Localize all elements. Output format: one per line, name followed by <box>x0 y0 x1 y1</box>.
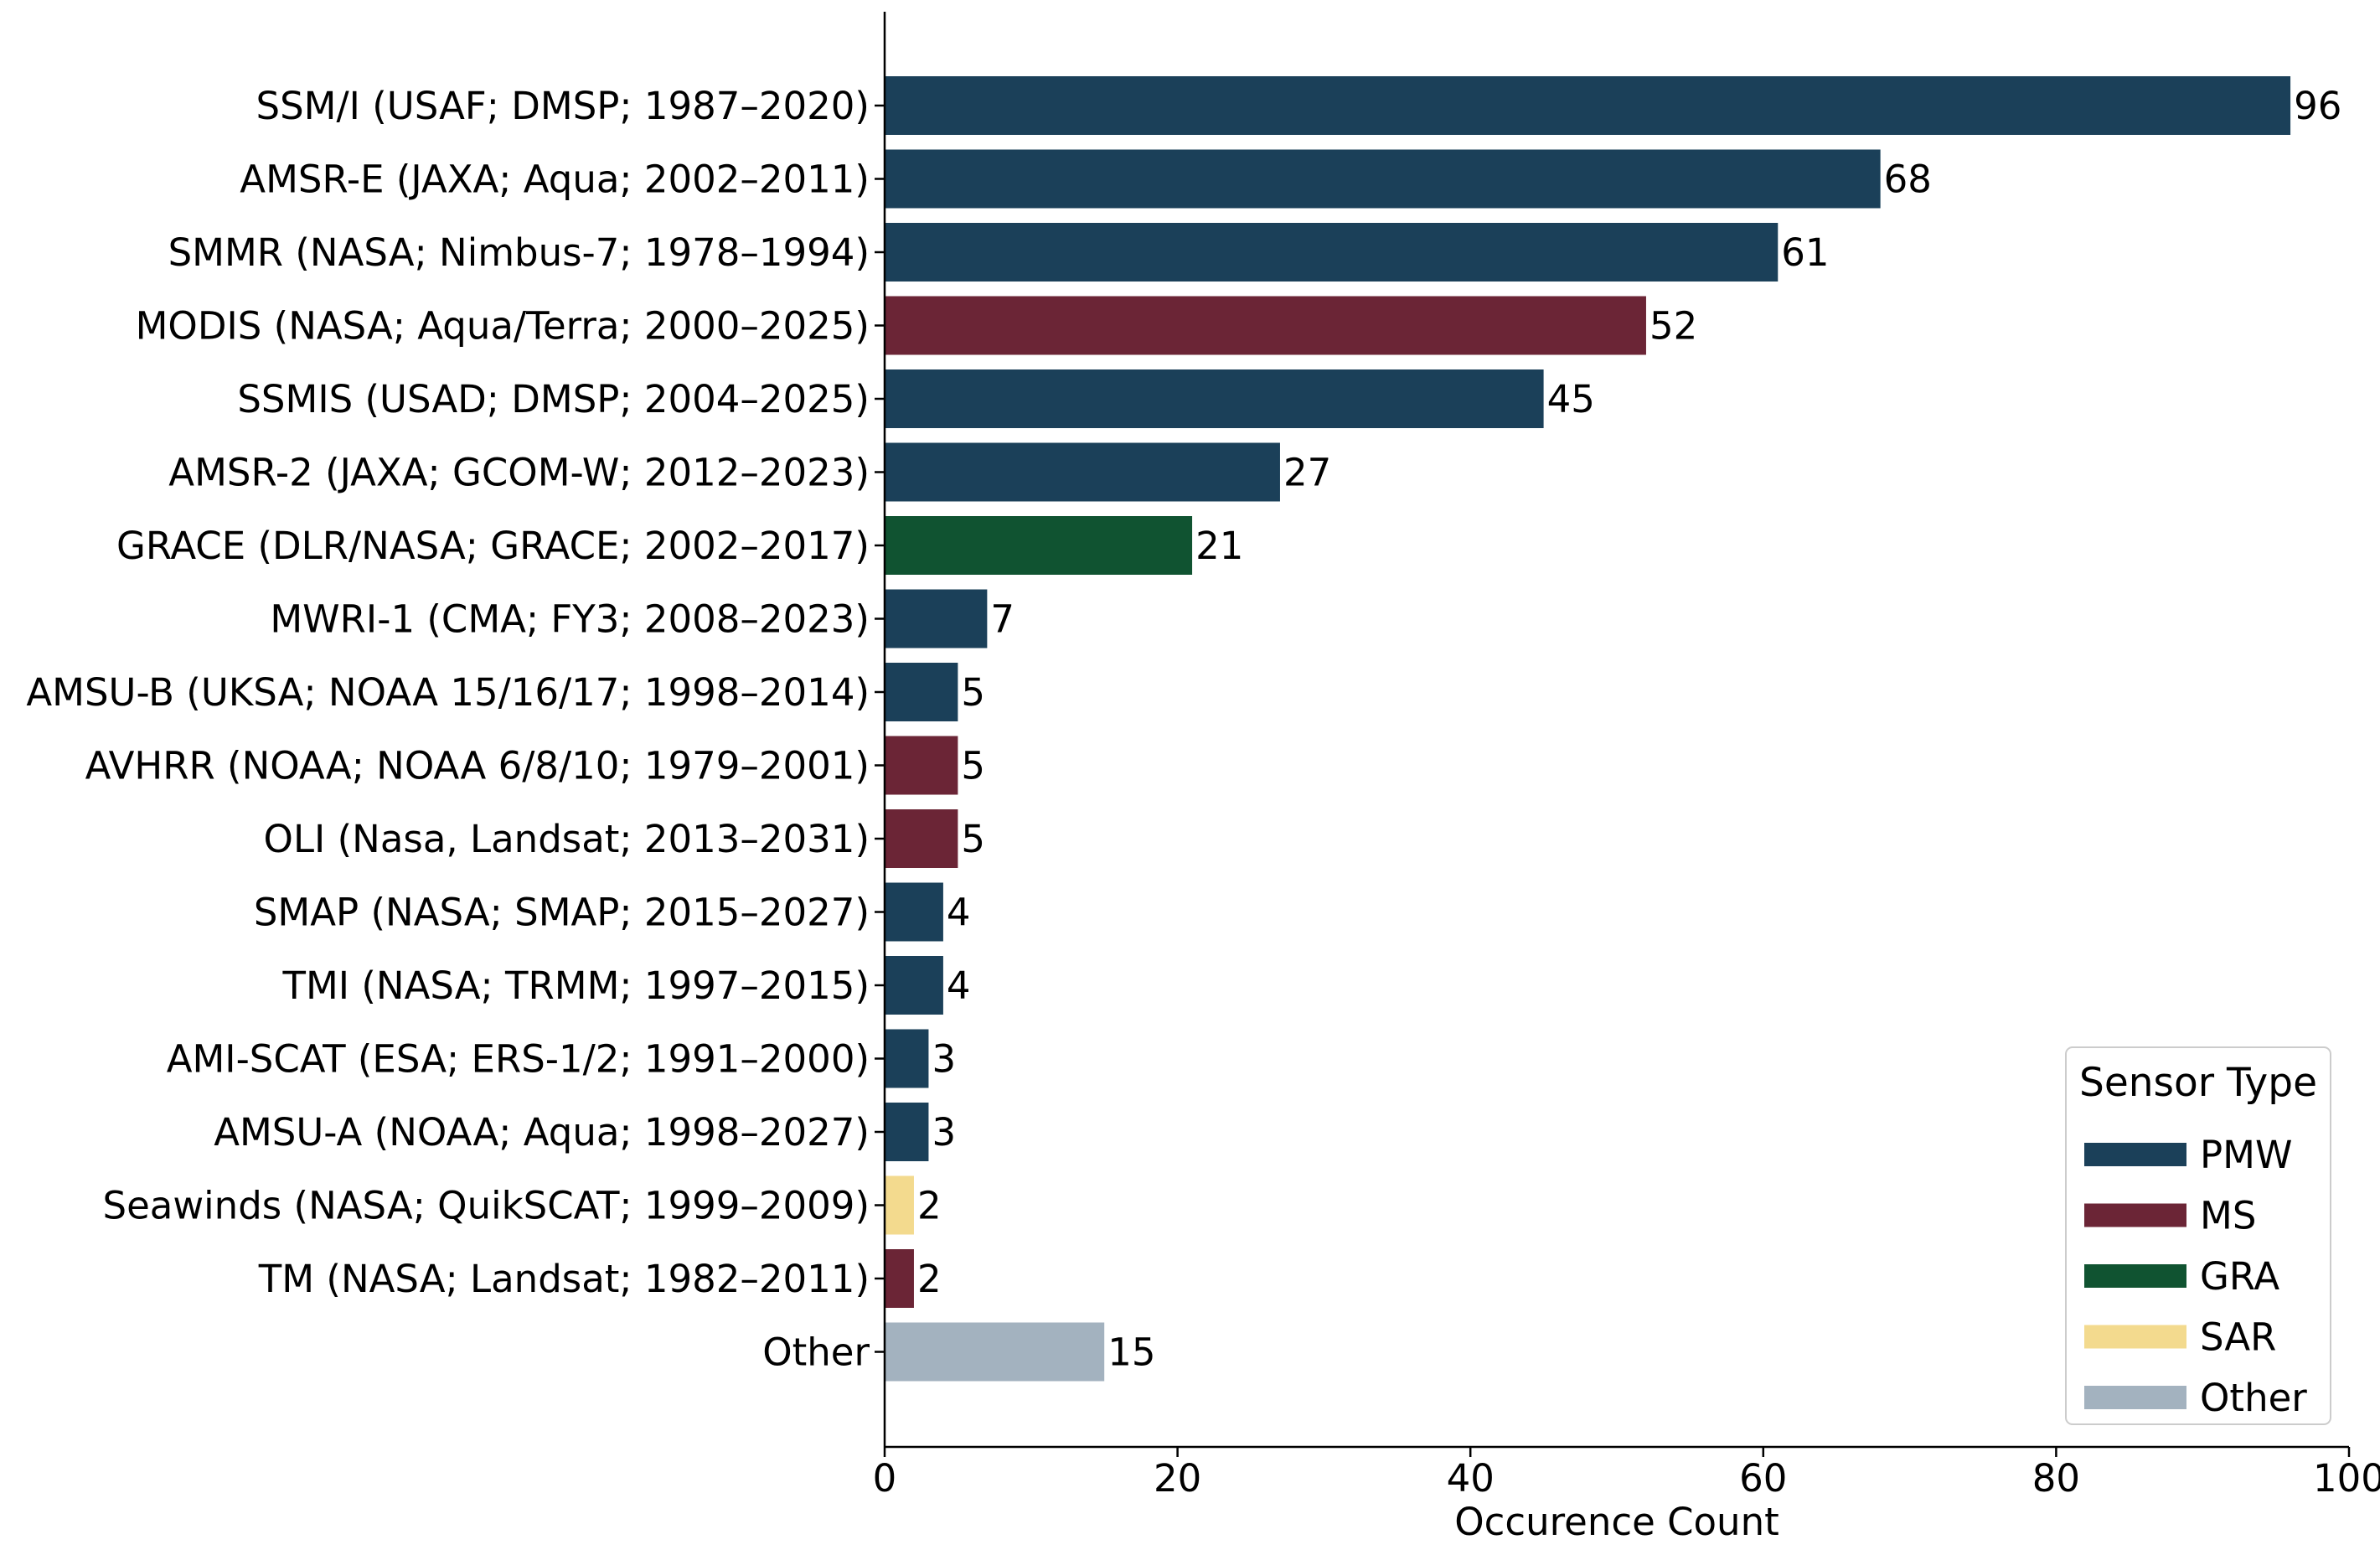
bar <box>885 223 1779 282</box>
bar-layer: 96 SSM/I (USAF; DMSP; 1987–2020) 68 AMSR-E … <box>26 76 2341 1382</box>
y-tick-label: SMAP (NASA; SMAP; 2015–2027) <box>254 891 870 935</box>
x-axis-title: Occurence Count <box>1454 1500 1779 1544</box>
y-tick-label: MWRI-1 (CMA; FY3; 2008–2023) <box>270 597 870 642</box>
bar <box>885 1322 1105 1382</box>
legend: Sensor Type PMW MS GRA SAR Other <box>2065 1046 2331 1425</box>
bar <box>885 442 1280 502</box>
legend-swatch <box>2084 1143 2186 1166</box>
bar <box>885 369 1544 428</box>
bar-value-label: 45 <box>1547 377 1595 421</box>
bar <box>885 516 1193 575</box>
y-tick-label: SMMR (NASA; Nimbus-7; 1978–1994) <box>168 230 870 275</box>
legend-label: SAR <box>2200 1315 2276 1360</box>
y-tick-label: TMI (NASA; TRMM; 1997–2015) <box>281 963 870 1008</box>
bar-value-label: 2 <box>917 1257 942 1301</box>
bar <box>885 809 958 868</box>
legend-title: Sensor Type <box>2079 1060 2317 1106</box>
legend-label: Other <box>2200 1376 2307 1420</box>
bar-value-label: 4 <box>947 963 971 1008</box>
x-tick-layer: 0 20 40 60 80 100 <box>873 1447 2380 1501</box>
x-tick-label: 100 <box>2313 1456 2380 1501</box>
legend-swatch <box>2084 1264 2186 1288</box>
bar-value-label: 21 <box>1195 524 1243 568</box>
bar <box>885 589 988 648</box>
x-tick-label: 20 <box>1154 1456 1201 1501</box>
y-tick-label: AMI-SCAT (ESA; ERS-1/2; 1991–2000) <box>167 1037 870 1082</box>
axes-layer <box>883 12 2349 1449</box>
bar <box>885 956 943 1015</box>
legend-swatch <box>2084 1386 2186 1409</box>
bar-value-label: 15 <box>1107 1330 1155 1375</box>
legend-label: GRA <box>2200 1254 2279 1299</box>
bar-value-label: 27 <box>1283 451 1331 495</box>
y-tick-label: SSMIS (USAD; DMSP; 2004–2025) <box>237 377 870 421</box>
bar <box>885 736 958 795</box>
y-tick-label: AMSU-A (NOAA; Aqua; 1998–2027) <box>214 1110 870 1155</box>
bar <box>885 149 1881 209</box>
y-tick-label: TM (NASA; Landsat; 1982–2011) <box>258 1257 870 1301</box>
bar <box>885 76 2291 135</box>
bar-value-label: 3 <box>932 1037 956 1082</box>
legend-swatch <box>2084 1325 2186 1349</box>
bar <box>885 1029 929 1088</box>
bar-value-label: 4 <box>947 891 971 935</box>
x-tick-label: 60 <box>1739 1456 1787 1501</box>
bar-value-label: 5 <box>961 744 985 788</box>
bar-value-label: 68 <box>1884 158 1932 202</box>
bar <box>885 1103 929 1161</box>
y-tick-label: MODIS (NASA; Aqua/Terra; 2000–2025) <box>136 304 870 349</box>
bar-value-label: 3 <box>932 1110 956 1155</box>
y-tick-label: GRACE (DLR/NASA; GRACE; 2002–2017) <box>116 524 870 568</box>
legend-label: PMW <box>2200 1133 2292 1177</box>
bar <box>885 1249 914 1308</box>
y-tick-label: Seawinds (NASA; QuikSCAT; 1999–2009) <box>103 1184 870 1228</box>
y-tick-label: SSM/I (USAF; DMSP; 1987–2020) <box>256 84 870 128</box>
bar-value-label: 96 <box>2294 84 2341 128</box>
y-tick-label: AMSR-2 (JAXA; GCOM-W; 2012–2023) <box>168 451 870 495</box>
bar-value-label: 7 <box>990 597 1014 642</box>
bar-value-label: 5 <box>961 817 985 861</box>
x-tick-label: 40 <box>1447 1456 1495 1501</box>
legend-label: MS <box>2200 1194 2256 1238</box>
y-tick-label: Other <box>762 1330 870 1375</box>
x-tick-label: 80 <box>2032 1456 2080 1501</box>
bar-value-label: 52 <box>1649 304 1697 349</box>
bar <box>885 882 943 942</box>
bar-value-label: 2 <box>917 1184 942 1228</box>
bar <box>885 1175 914 1235</box>
bar <box>885 296 1646 355</box>
y-tick-label: OLI (Nasa, Landsat; 2013–2031) <box>264 817 870 861</box>
bar-value-label: 61 <box>1781 230 1829 275</box>
x-tick-label: 0 <box>873 1456 897 1501</box>
y-tick-label: AMSR-E (JAXA; Aqua; 2002–2011) <box>240 158 870 202</box>
bar-value-label: 5 <box>961 670 985 715</box>
y-tick-label: AMSU-B (UKSA; NOAA 15/16/17; 1998–2014) <box>26 670 870 715</box>
legend-swatch <box>2084 1203 2186 1227</box>
y-tick-label: AVHRR (NOAA; NOAA 6/8/10; 1979–2001) <box>85 744 870 788</box>
bar <box>885 663 958 721</box>
